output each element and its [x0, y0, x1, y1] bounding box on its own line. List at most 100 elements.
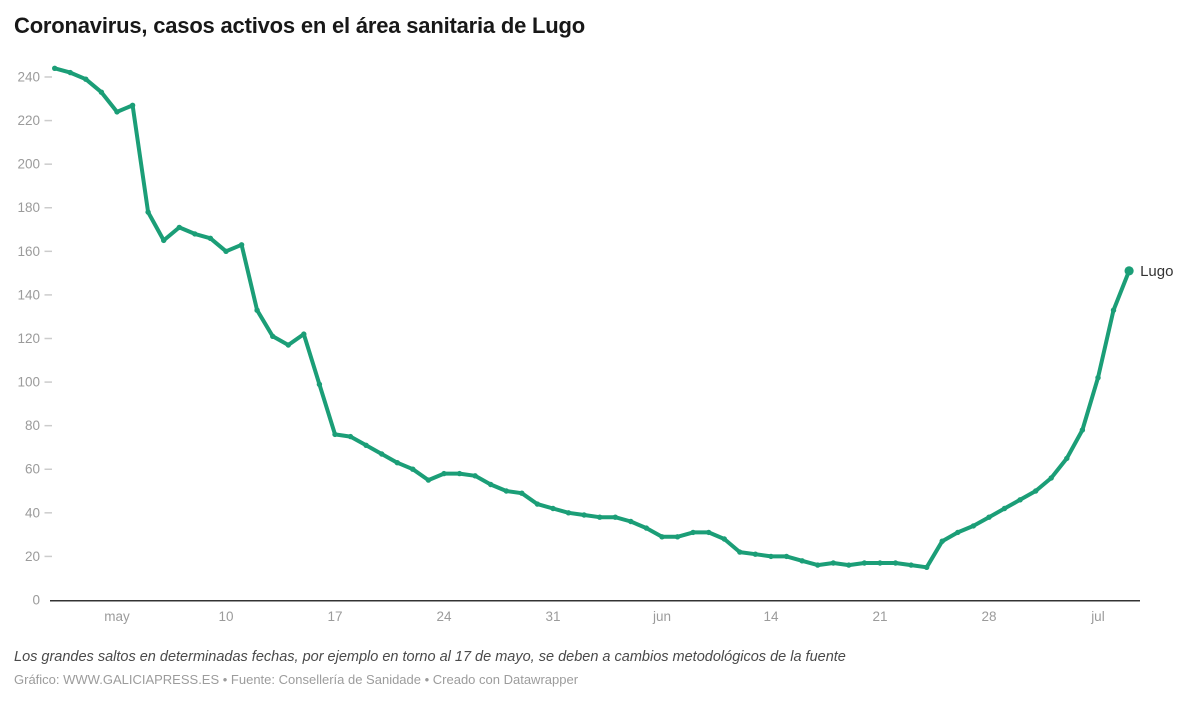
data-point [659, 534, 665, 540]
data-point [565, 510, 572, 516]
data-point [347, 433, 354, 440]
data-point [285, 342, 291, 348]
y-axis-label: 20 [25, 549, 40, 564]
x-axis-label: 17 [327, 609, 342, 624]
data-point [643, 525, 650, 531]
x-axis-label: 28 [981, 609, 996, 624]
data-point [908, 562, 914, 568]
data-point [721, 536, 727, 542]
data-line [52, 66, 1132, 570]
chart-note: Los grandes saltos en determinadas fecha… [14, 649, 846, 665]
x-axis-label: jun [652, 609, 671, 624]
x-axis-label: jul [1090, 609, 1105, 624]
data-point [472, 473, 478, 479]
y-axis-label: 100 [17, 375, 40, 390]
data-point [799, 558, 805, 564]
y-axis-label: 140 [17, 287, 40, 302]
data-point [690, 529, 696, 536]
data-point [270, 333, 276, 339]
data-point [1064, 455, 1070, 462]
data-point [52, 65, 58, 72]
y-axis-label: 240 [17, 69, 40, 84]
data-point [1001, 505, 1008, 512]
data-point [924, 564, 930, 570]
data-point [877, 560, 883, 566]
x-axis-label: may [104, 609, 130, 624]
data-point [534, 501, 541, 507]
data-point [410, 466, 416, 472]
chart-title: Coronavirus, casos activos en el área sa… [14, 13, 586, 38]
series-end-dot [1124, 266, 1134, 276]
data-point [783, 553, 790, 560]
y-axis-label: 120 [17, 331, 40, 346]
x-axis-label: 31 [545, 609, 560, 624]
data-point [597, 514, 603, 520]
data-point [425, 477, 432, 483]
y-axis-label: 200 [17, 157, 40, 172]
data-point [332, 431, 338, 438]
data-point [98, 89, 105, 95]
data-point [301, 331, 307, 337]
data-point [254, 307, 260, 313]
data-point [737, 549, 743, 555]
data-point [316, 381, 323, 387]
data-point [238, 242, 245, 248]
data-point [207, 235, 214, 241]
data-point [830, 560, 836, 566]
data-point [456, 470, 463, 477]
y-axis-label: 160 [17, 244, 40, 259]
y-axis-label: 180 [17, 200, 40, 215]
data-point [970, 523, 977, 529]
data-point [114, 109, 120, 115]
data-point [1110, 307, 1117, 313]
data-point [67, 69, 74, 76]
data-point [394, 460, 400, 466]
data-point [768, 553, 774, 560]
x-axis-label: 24 [436, 609, 452, 624]
data-point [379, 451, 385, 457]
data-point [861, 560, 868, 566]
y-axis-label: 40 [25, 505, 40, 520]
y-axis-label: 80 [25, 418, 40, 433]
data-point [488, 481, 494, 488]
data-point [706, 529, 712, 536]
data-point [815, 562, 821, 568]
y-axis-label: 220 [17, 113, 40, 128]
data-point [503, 488, 509, 494]
data-point [612, 514, 618, 520]
data-point [674, 534, 681, 540]
data-point [892, 560, 899, 566]
y-axis-label: 60 [25, 462, 40, 477]
data-point [1095, 375, 1101, 381]
data-point [846, 562, 852, 568]
data-point [223, 248, 229, 254]
data-point [441, 470, 447, 477]
data-point [129, 102, 136, 109]
data-point [752, 551, 759, 557]
data-point [1079, 427, 1086, 433]
data-point [363, 442, 369, 448]
data-point [986, 514, 992, 520]
x-axis-label: 14 [763, 609, 779, 624]
chart-source: Gráfico: WWW.GALICIAPRESS.ES • Fuente: C… [14, 672, 579, 687]
x-axis-label: 21 [872, 609, 887, 624]
data-point [550, 505, 556, 512]
data-point [145, 209, 151, 215]
x-axis-label: 10 [218, 609, 233, 624]
data-point [1017, 497, 1023, 503]
data-point [519, 490, 525, 496]
data-point [1033, 488, 1039, 494]
data-point [939, 538, 945, 544]
line-chart: 0 20 40 60 80 100 120 140 160 180 200 220 240 may 10 17… [17, 65, 1173, 624]
data-point [581, 512, 587, 518]
y-axis-label: 0 [32, 593, 40, 608]
data-point [1048, 475, 1054, 481]
data-point [83, 76, 89, 82]
data-point [628, 518, 634, 525]
data-point [161, 237, 167, 244]
data-point [955, 529, 961, 536]
series-label: Lugo [1140, 263, 1173, 280]
data-point [176, 224, 182, 231]
data-point [192, 231, 198, 237]
